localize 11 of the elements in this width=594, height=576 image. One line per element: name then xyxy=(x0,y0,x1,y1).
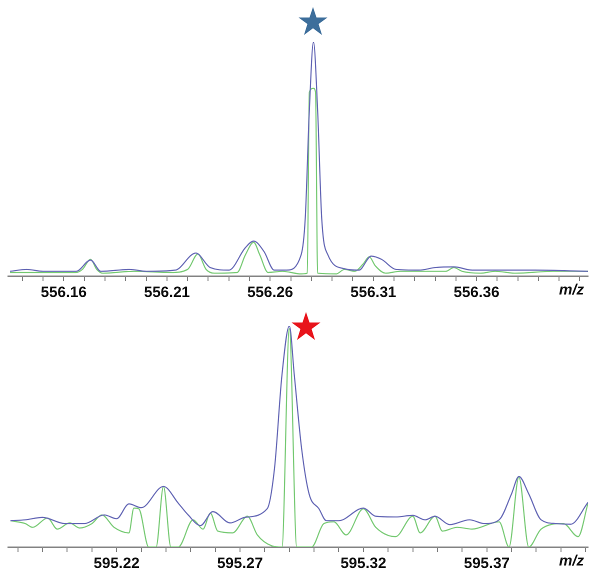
x-tick-label: 556.31 xyxy=(350,284,396,302)
x-axis-title: m/z xyxy=(558,552,584,570)
x-tick-label: 556.26 xyxy=(247,284,294,302)
x-tick-label: 556.16 xyxy=(40,284,87,302)
x-tick-label: 595.32 xyxy=(340,555,386,572)
x-axis-title: m/z xyxy=(558,282,584,299)
x-tick-label: 556.21 xyxy=(144,284,190,302)
x-tick-label: 595.37 xyxy=(464,555,510,572)
x-tick-label: 556.36 xyxy=(454,284,500,302)
x-tick-label: 595.27 xyxy=(217,555,263,572)
x-tick-label: 595.22 xyxy=(94,555,140,572)
